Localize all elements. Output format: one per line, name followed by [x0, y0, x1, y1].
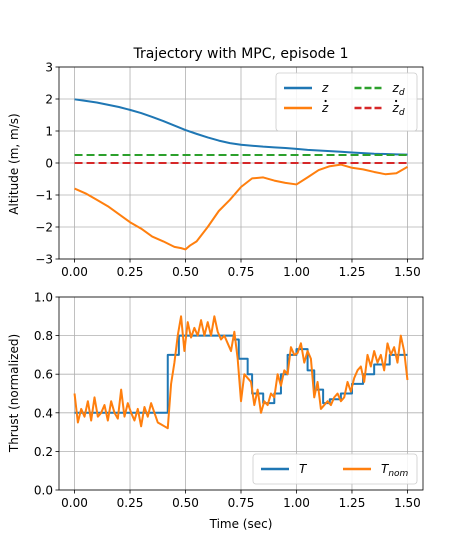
altitude-chart-title: Trajectory with MPC, episode 1	[132, 46, 348, 62]
thrust-ytick-label: 1.0	[34, 291, 53, 305]
altitude-xtick-label: 1.50	[394, 265, 421, 279]
thrust-y-axis-label: Thrust (normalized)	[7, 334, 21, 453]
thrust-plot-frame	[58, 296, 424, 491]
altitude-ytick-label: 0	[45, 157, 53, 171]
thrust-xtick-label: 1.50	[394, 496, 421, 510]
altitude-ticks: 0.00 0.25 0.50 0.75 1.00 1.25 1.50 −3 −2 −1 0 1 2 3	[35, 61, 421, 280]
thrust-series	[73, 315, 409, 430]
altitude-legend-dot-accent	[395, 99, 398, 103]
altitude-y-axis-label: Altitude (m, m/s)	[7, 113, 21, 214]
altitude-series-line-z	[74, 98, 408, 156]
thrust-legend-box	[252, 453, 418, 485]
altitude-xtick-label: 0.50	[172, 265, 199, 279]
altitude-legend-dot-accent	[324, 99, 327, 103]
thrust-xtick-label: 0.25	[117, 496, 144, 510]
altitude-xtick-label: 1.25	[339, 265, 366, 279]
altitude-chart: Trajectory with MPC, episode 1 Altitude …	[7, 46, 424, 280]
thrust-ticks: 0.00 0.25 0.50 0.75 1.00 1.25 1.50 0.0 0.2 0.4 0.6…	[34, 291, 421, 511]
altitude-ytick-label: 1	[45, 125, 53, 139]
thrust-xtick-label: 0.50	[172, 496, 199, 510]
altitude-ytick-label: −2	[35, 221, 53, 235]
altitude-ytick-label: −1	[35, 189, 53, 203]
thrust-chart: Time (sec) Thrust (normalized) 0.00 0.25 0…	[7, 291, 424, 531]
altitude-xtick-label: 0.00	[61, 265, 88, 279]
altitude-ytick-label: −3	[35, 253, 53, 267]
thrust-xtick-label: 0.00	[61, 496, 88, 510]
altitude-xtick-label: 0.25	[117, 265, 144, 279]
thrust-x-axis-label: Time (sec)	[209, 517, 273, 531]
altitude-ytick-label: 3	[45, 61, 53, 75]
thrust-legend: T Tnom	[252, 453, 418, 485]
altitude-series	[74, 98, 408, 251]
thrust-xtick-label: 1.25	[339, 496, 366, 510]
thrust-ytick-label: 0.2	[34, 445, 53, 459]
thrust-xtick-label: 1.00	[283, 496, 310, 510]
altitude-xtick-label: 0.75	[228, 265, 255, 279]
altitude-legend-label-: z	[321, 101, 329, 115]
thrust-ytick-label: 0.4	[34, 406, 53, 420]
thrust-series-line-T	[74, 334, 408, 414]
thrust-legend-label-T: T	[299, 462, 308, 476]
altitude-xtick-label: 1.00	[283, 265, 310, 279]
altitude-plot-frame	[58, 66, 424, 260]
altitude-ytick-label: 2	[45, 93, 53, 107]
thrust-series-line-Tnom	[73, 315, 409, 430]
thrust-ytick-label: 0.8	[34, 329, 53, 343]
thrust-ytick-label: 0.0	[34, 484, 53, 498]
thrust-ytick-label: 0.6	[34, 368, 53, 382]
thrust-xtick-label: 0.75	[228, 496, 255, 510]
altitude-series-line-	[74, 163, 408, 251]
altitude-legend-label-z: z	[321, 81, 329, 95]
